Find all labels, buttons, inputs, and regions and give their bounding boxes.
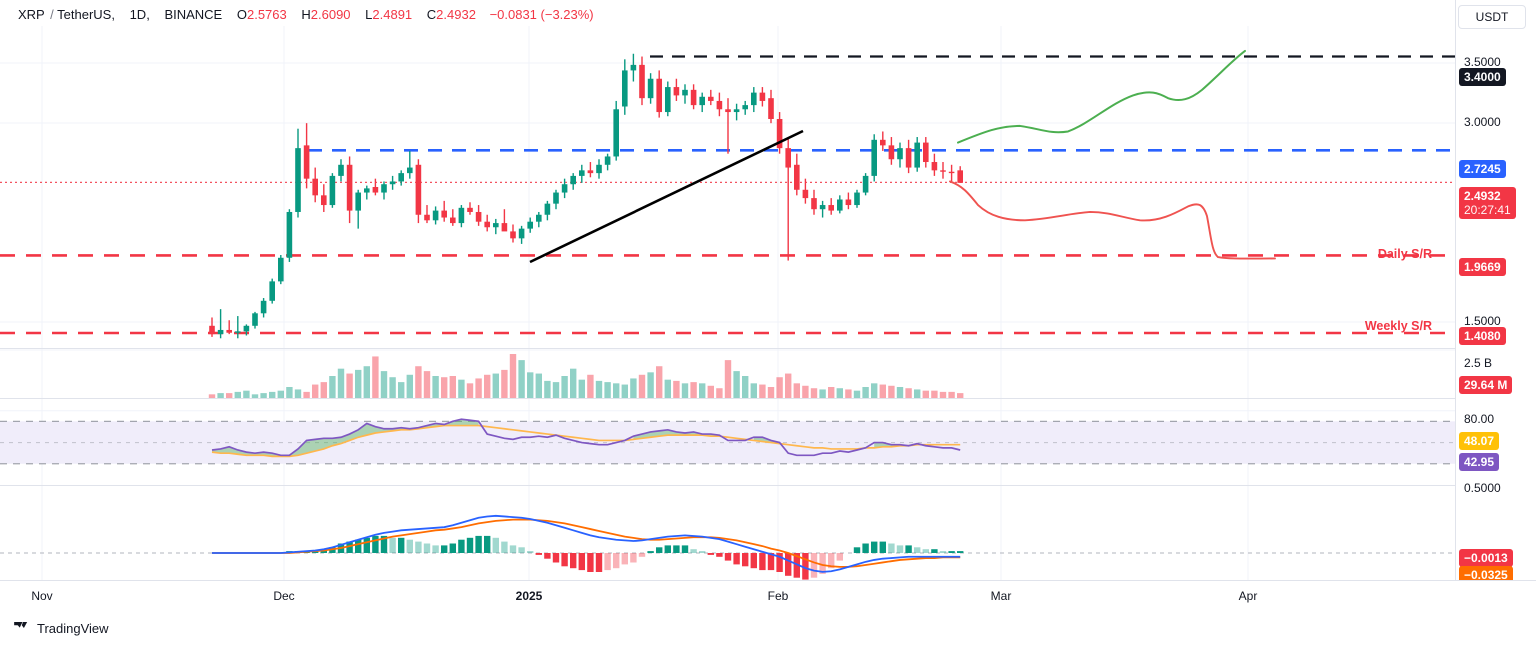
price-axis-tick: 0.5000: [1464, 481, 1501, 495]
weekly-sr-label: Weekly S/R: [1364, 319, 1432, 333]
open-value: 2.5763: [246, 7, 287, 22]
pane-divider-2: [0, 398, 1456, 399]
volume-value-label[interactable]: 29.64 M: [1459, 376, 1513, 394]
time-axis-tick: Feb: [767, 589, 789, 603]
volume-chart-svg: [0, 348, 1456, 398]
daily-sr-price-label[interactable]: 1.9669: [1459, 258, 1506, 276]
pane-divider-1: [0, 348, 1456, 349]
symbol-separator: /: [50, 7, 54, 22]
price-axis-tick: 80.00: [1464, 412, 1495, 426]
time-axis-tick: 2025: [515, 589, 543, 603]
high-value: 2.6090: [310, 7, 351, 22]
symbol-quote[interactable]: TetherUS,: [57, 7, 115, 22]
last-price-label[interactable]: 2.4932 20:27:41: [1459, 187, 1516, 219]
chart-interval[interactable]: 1D,: [129, 7, 150, 22]
rsi-pane[interactable]: [0, 398, 1456, 485]
price-pane[interactable]: [0, 26, 1456, 348]
time-axis-tick: Apr: [1238, 589, 1258, 603]
time-axis-tick: Mar: [990, 589, 1012, 603]
symbol-ticker[interactable]: XRP: [18, 7, 45, 22]
price-chart-svg: [0, 26, 1456, 348]
chart-exchange[interactable]: BINANCE: [164, 7, 223, 22]
close-key: C: [426, 7, 437, 22]
high-key: H: [301, 7, 311, 22]
pane-divider-3: [0, 485, 1456, 486]
macd-hist-value-label[interactable]: −0.0013: [1459, 549, 1513, 567]
price-axis-tick: 1.5000: [1464, 314, 1501, 328]
time-axis-tick: Nov: [31, 589, 53, 603]
daily-sr-label: Daily S/R: [1377, 247, 1432, 261]
price-axis[interactable]: 3.5000 3.0000 1.5000 2.5 B 80.00 0.5000 3.4000…: [1455, 0, 1536, 584]
chart-legend: XRP / TetherUS, 1D, BINANCE O2.5763 H2.6…: [18, 7, 594, 25]
low-key: L: [365, 7, 373, 22]
weekly-sr-price-label[interactable]: 1.4080: [1459, 327, 1506, 345]
rsi-ma-value-label[interactable]: 48.07: [1459, 432, 1500, 450]
resistance-price-label[interactable]: 2.7245: [1459, 160, 1506, 178]
price-axis-tick: 3.5000: [1464, 55, 1501, 69]
rsi-chart-svg: [0, 398, 1456, 485]
price-axis-tick: 3.0000: [1464, 115, 1501, 129]
tradingview-logo-icon: [14, 621, 28, 628]
target-price-label[interactable]: 3.4000: [1459, 68, 1506, 86]
time-axis-tick: Dec: [273, 589, 295, 603]
macd-value-label[interactable]: −0.0325: [1459, 566, 1513, 584]
close-value: 2.4932: [436, 7, 476, 22]
macd-pane[interactable]: [0, 485, 1456, 580]
price-change: −0.0831 (−3.23%): [489, 7, 594, 22]
price-axis-tick: 2.5 B: [1464, 356, 1493, 370]
macd-chart-svg: [0, 485, 1456, 580]
tradingview-brand-name: TradingView: [37, 620, 109, 636]
time-axis[interactable]: Nov Dec 2025 Feb Mar Apr: [0, 580, 1536, 613]
low-value: 2.4891: [372, 7, 413, 22]
volume-pane[interactable]: [0, 348, 1456, 398]
open-key: O: [236, 7, 247, 22]
currency-badge[interactable]: USDT: [1458, 5, 1526, 29]
rsi-value-label[interactable]: 42.95: [1459, 453, 1500, 471]
footer-branding[interactable]: TradingView: [14, 618, 109, 638]
